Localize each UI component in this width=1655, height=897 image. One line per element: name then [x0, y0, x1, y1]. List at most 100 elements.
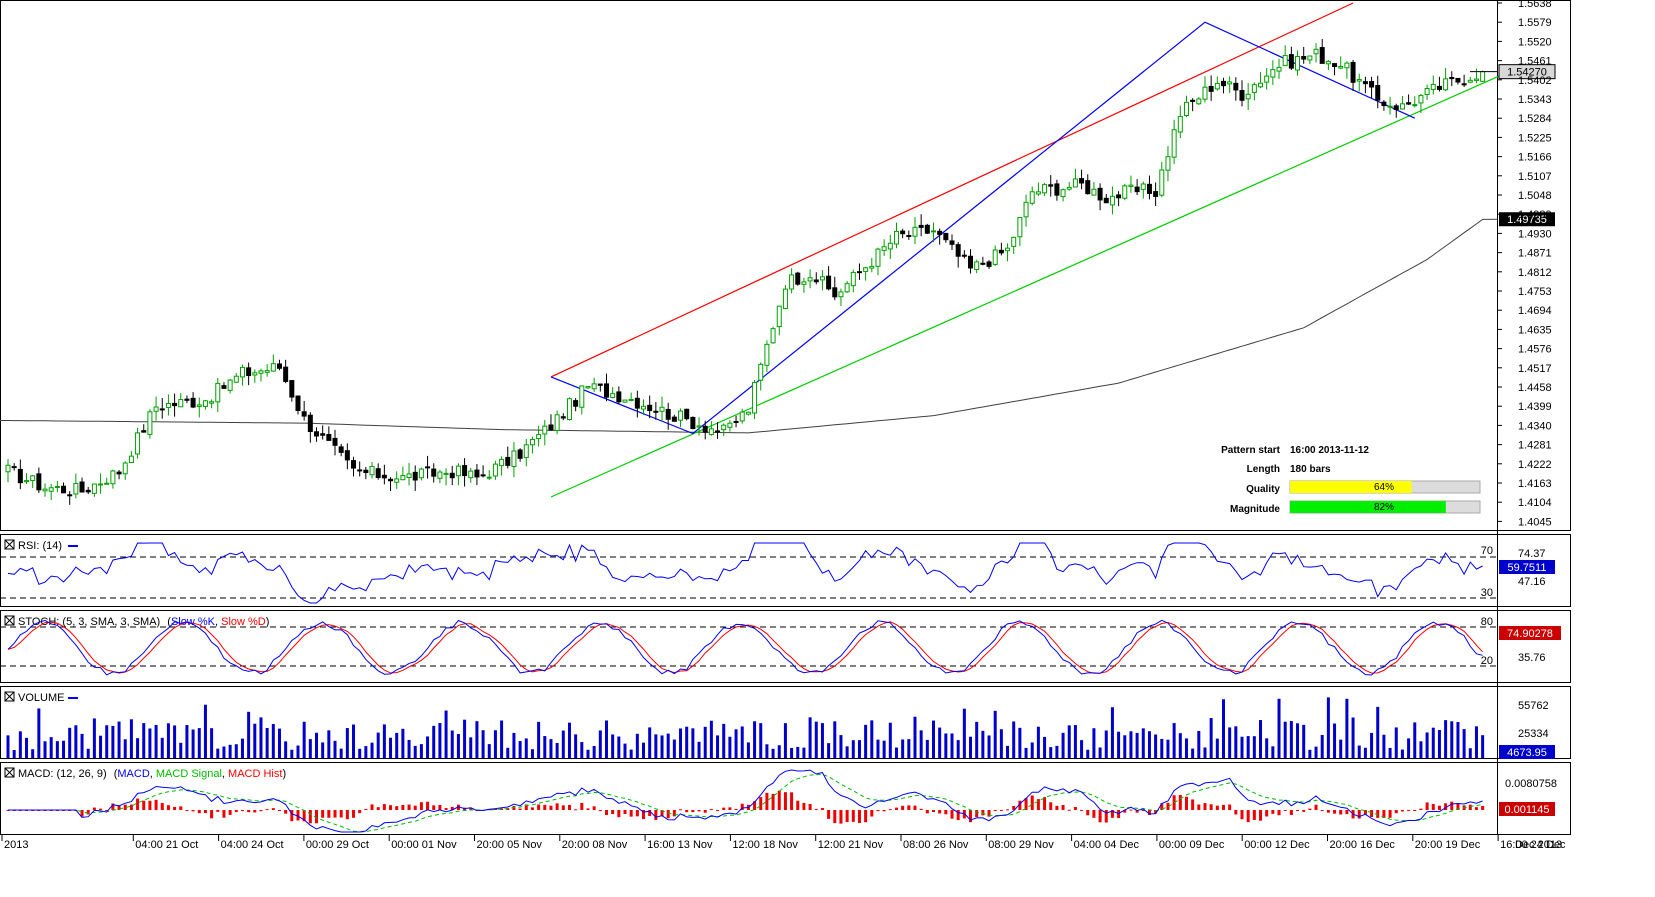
- macd-hist-bar: [820, 807, 824, 810]
- candle-body: [937, 230, 943, 235]
- macd-hist-bar: [932, 810, 935, 813]
- volume-bar: [123, 739, 127, 758]
- candle-body: [320, 433, 326, 436]
- macd-hist-bar: [722, 807, 726, 810]
- candle-body: [1307, 55, 1313, 61]
- macd-hist-bar: [327, 810, 331, 818]
- volume-bar: [956, 740, 960, 758]
- rsi-axis-label-1: 74.37: [1518, 548, 1546, 560]
- volume-bar: [315, 732, 318, 758]
- volume-bar: [1024, 747, 1028, 758]
- macd-hist-bar: [1061, 804, 1065, 810]
- candle-body: [104, 482, 110, 485]
- macd-hist-bar: [308, 810, 312, 824]
- macd-hist-bar: [1394, 810, 1398, 814]
- candle-body: [1011, 236, 1017, 247]
- macd-hist-bar: [839, 810, 843, 824]
- volume-collapse-icon[interactable]: [4, 691, 15, 702]
- current-price-tag: [1498, 64, 1556, 80]
- volume-bar: [339, 748, 343, 758]
- volume-bar: [290, 749, 294, 758]
- macd-hist-bar: [296, 810, 300, 821]
- volume-panel: VOLUME 55762 25334 4673.95: [4, 691, 1555, 759]
- macd-hist-bar: [407, 804, 411, 810]
- volume-bar: [419, 744, 423, 758]
- macd-hist-bar: [1092, 810, 1096, 818]
- volume-bar: [876, 739, 880, 758]
- macd-hist-bar: [783, 792, 787, 810]
- volume-bar: [25, 737, 29, 758]
- volume-bar: [833, 721, 837, 758]
- stoch-title-open: (: [167, 616, 171, 628]
- macd-hist-bar: [518, 808, 522, 810]
- macd-hist-bar: [1018, 800, 1022, 810]
- candle-body: [671, 416, 677, 422]
- macd-hist-bar: [191, 810, 195, 812]
- candle-body: [184, 398, 190, 401]
- macd-hist-bar: [240, 810, 244, 811]
- candle-body: [931, 230, 936, 233]
- candle-body: [1369, 81, 1375, 88]
- candle-body: [381, 474, 387, 479]
- macd-hist-bar: [111, 803, 115, 810]
- candle-body: [332, 437, 338, 446]
- macd-hist-bar: [1252, 810, 1256, 820]
- volume-bar: [1197, 730, 1201, 758]
- macd-title-close: ): [282, 768, 286, 780]
- volume-bar: [265, 727, 269, 758]
- volume-bar: [635, 733, 639, 758]
- macd-hist-bar: [413, 805, 417, 810]
- stoch-collapse-icon[interactable]: [4, 615, 15, 626]
- candle-body: [289, 380, 295, 398]
- candle-body: [1319, 47, 1325, 64]
- volume-bar: [586, 749, 590, 758]
- stoch-current-tag: [1499, 626, 1561, 640]
- macd-hist-bar: [154, 799, 158, 810]
- volume-bar: [1296, 723, 1300, 758]
- macd-hist-bar: [975, 810, 979, 818]
- candle-body: [122, 462, 128, 475]
- volume-bar: [765, 744, 769, 758]
- macd-collapse-icon[interactable]: [4, 767, 15, 778]
- macd-hist-bar: [444, 808, 448, 810]
- volume-bar: [99, 735, 103, 758]
- volume-bar: [938, 727, 942, 758]
- volume-bar: [1154, 734, 1158, 758]
- candle-body: [758, 363, 764, 381]
- candle-body: [1190, 99, 1196, 102]
- macd-hist-bar: [1259, 810, 1263, 821]
- macd-hist-bar: [253, 810, 257, 813]
- candle-body: [733, 420, 739, 423]
- volume-bar: [592, 746, 596, 758]
- rsi-collapse-icon[interactable]: [4, 539, 15, 550]
- candle-body: [684, 408, 690, 420]
- candle-body: [252, 372, 258, 376]
- volume-bar: [1240, 736, 1244, 758]
- volume-bar: [716, 735, 720, 758]
- price-tick-label: 1.4104: [1518, 497, 1552, 509]
- candle-body: [838, 291, 844, 298]
- candle-body: [1054, 183, 1060, 196]
- candle-body: [881, 246, 887, 251]
- volume-bar: [321, 742, 325, 758]
- volume-bar: [1123, 735, 1127, 758]
- candle-body: [702, 425, 708, 433]
- pattern-zigzag-line: [550, 21, 1416, 435]
- volume-bar: [1431, 727, 1435, 758]
- candle-body: [856, 271, 862, 274]
- macd-hist-bar: [160, 803, 164, 810]
- volume-bar: [1265, 738, 1269, 758]
- rsi-panel: RSI: (14) 70 30 74.37 47.16 59.7511: [0, 539, 1555, 604]
- macd-hist-bar: [277, 810, 281, 811]
- macd-histogram: [6, 790, 1485, 824]
- macd-hist-bar: [1246, 810, 1250, 823]
- volume-bar: [1376, 706, 1380, 758]
- macd-hist-bar: [1067, 809, 1071, 811]
- candle-body: [61, 485, 67, 494]
- candle-body: [998, 249, 1004, 254]
- macd-hist-bar: [857, 810, 861, 824]
- macd-line: [8, 769, 1483, 833]
- volume-bar: [814, 721, 818, 758]
- candle-body: [906, 235, 912, 238]
- candle-body: [1399, 103, 1405, 110]
